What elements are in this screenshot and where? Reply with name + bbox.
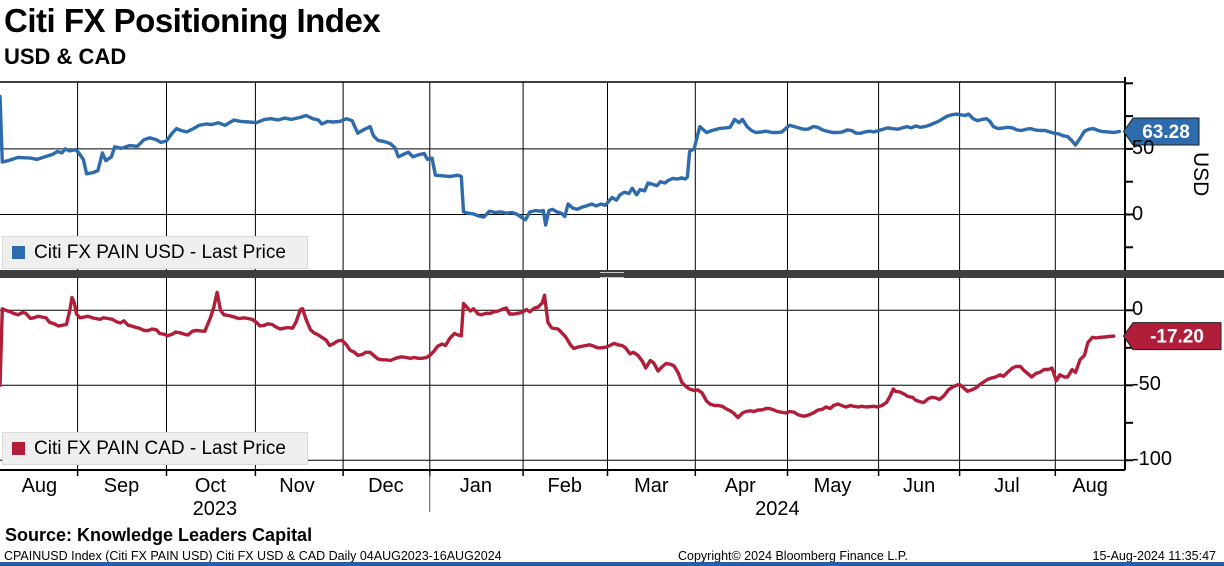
x-axis-month-label: Nov — [279, 475, 315, 497]
y-axis-tick-label: -50 — [1132, 373, 1161, 396]
x-axis-month-label: Aug — [21, 475, 58, 497]
usd-price-tag — [1122, 117, 1200, 146]
page-subtitle: USD & CAD — [4, 44, 127, 69]
x-axis-month-label: Feb — [547, 475, 582, 497]
y-axis-tick-label: 0 — [1132, 202, 1144, 225]
cad-series-swatch-icon — [12, 442, 25, 455]
usd-price-tag-label: 63.28 — [1142, 122, 1190, 143]
x-axis-year-label: 2023 — [192, 498, 238, 520]
timestamp: 15-Aug-2024 11:35:47 — [1092, 549, 1216, 563]
x-axis-month-label: Apr — [724, 475, 756, 497]
ticker-description: CPAINUSD Index (Citi FX PAIN USD) Citi F… — [4, 549, 502, 563]
x-axis-month-label: Mar — [634, 475, 669, 497]
bottom-accent-bar — [0, 562, 1224, 566]
x-axis-month-label: Aug — [1072, 475, 1108, 497]
x-axis-month-label: Jan — [459, 475, 492, 497]
source-note: Source: Knowledge Leaders Capital — [5, 525, 313, 545]
cad-price-tag — [1122, 322, 1222, 351]
legend-usd[interactable]: Citi FX PAIN USD - Last Price — [2, 236, 308, 269]
copyright-note: Copyright© 2024 Bloomberg Finance L.P. — [678, 549, 908, 563]
cad-series-line — [0, 290, 1116, 420]
x-axis-year-label: 2024 — [755, 498, 800, 520]
x-axis-month-label: Sep — [103, 475, 140, 497]
usd-series-line — [0, 94, 1122, 227]
usd-axis-title: USD — [1189, 152, 1212, 197]
y-axis-tick-label: 0 — [1132, 298, 1144, 321]
legend-cad-label: Citi FX PAIN CAD - Last Price — [34, 437, 286, 459]
legend-cad[interactable]: Citi FX PAIN CAD - Last Price — [2, 432, 308, 465]
y-axis-tick-label: -100 — [1132, 448, 1173, 471]
cad-price-tag-label: -17.20 — [1150, 327, 1204, 348]
x-axis-month-label: May — [813, 475, 852, 497]
usd-series-swatch-icon — [12, 246, 25, 259]
x-axis-month-label: Jul — [994, 475, 1020, 497]
x-axis-month-label: Oct — [194, 475, 226, 497]
y-axis-tick-label: 50 — [1132, 136, 1155, 159]
page-title: Citi FX Positioning Index — [4, 2, 381, 39]
panel-resize-grip-icon[interactable] — [600, 272, 624, 278]
x-axis-month-label: Dec — [368, 475, 404, 497]
legend-usd-label: Citi FX PAIN USD - Last Price — [34, 241, 286, 263]
panel-divider — [0, 270, 1224, 278]
x-axis-month-label: Jun — [903, 475, 936, 497]
